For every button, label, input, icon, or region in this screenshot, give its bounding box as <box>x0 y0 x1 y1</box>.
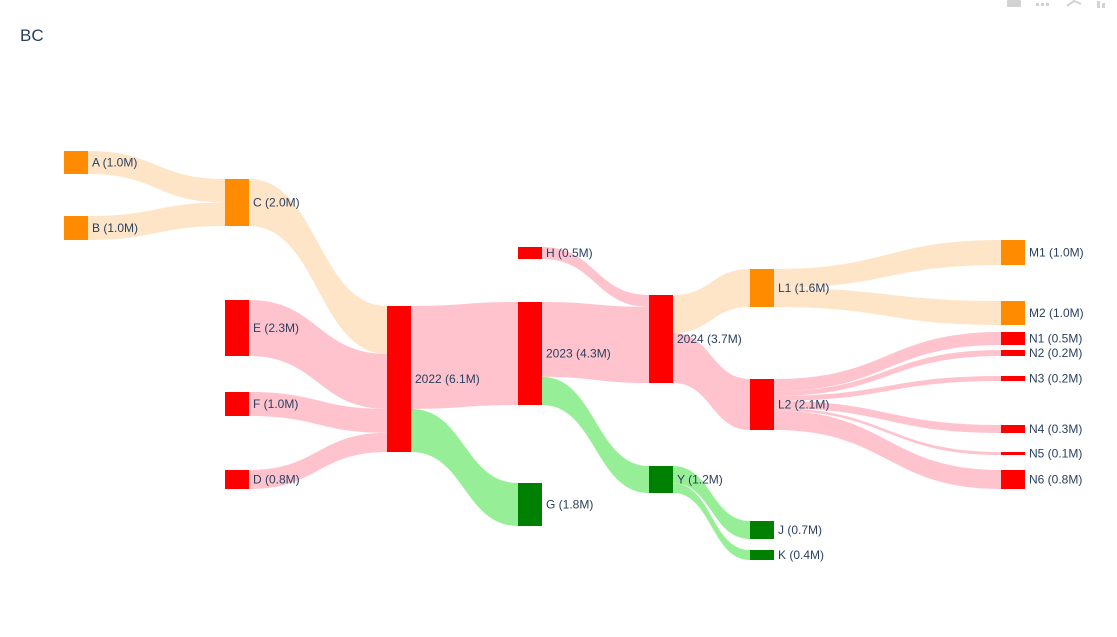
node-N6[interactable] <box>1001 470 1025 489</box>
link-2024-L1[interactable] <box>673 269 750 334</box>
node-N1[interactable] <box>1001 332 1025 345</box>
node-label-K: K (0.4M) <box>778 548 824 562</box>
node-N3[interactable] <box>1001 376 1025 381</box>
node-label-H: H (0.5M) <box>546 246 593 260</box>
labels-layer: A (1.0M) B (1.0M) C (2.0M) E (2.3M) F (1.0M)… <box>92 156 1084 563</box>
link-C-2022[interactable] <box>249 179 387 354</box>
link-L1-M2[interactable] <box>774 288 1001 325</box>
modebar <box>1005 0 1113 8</box>
link-L2-N5[interactable] <box>774 408 1001 455</box>
compare-icon[interactable] <box>1065 0 1083 8</box>
node-label-M1: M1 (1.0M) <box>1029 246 1084 260</box>
zoom-icon[interactable] <box>1035 0 1053 8</box>
link-L2-N4[interactable] <box>774 400 1001 433</box>
node-K[interactable] <box>750 550 774 560</box>
node-label-A: A (1.0M) <box>92 156 137 170</box>
node-D[interactable] <box>225 470 249 489</box>
link-F-2022[interactable] <box>249 392 387 433</box>
node-E[interactable] <box>225 300 249 356</box>
node-label-M2: M2 (1.0M) <box>1029 306 1084 320</box>
node-N5[interactable] <box>1001 452 1025 455</box>
link-B-C[interactable] <box>88 202 225 241</box>
node-label-D: D (0.8M) <box>253 473 300 487</box>
camera-icon[interactable] <box>1005 0 1023 8</box>
node-M1[interactable] <box>1001 240 1025 265</box>
node-L2[interactable] <box>750 379 774 430</box>
node-label-2023: 2023 (4.3M) <box>546 347 611 361</box>
node-label-N6: N6 (0.8M) <box>1029 473 1082 487</box>
node-N2[interactable] <box>1001 350 1025 356</box>
node-label-C: C (2.0M) <box>253 196 300 210</box>
link-2023-Y[interactable] <box>542 376 649 493</box>
link-2022-2023[interactable] <box>411 302 518 409</box>
node-N4[interactable] <box>1001 425 1025 433</box>
node-C[interactable] <box>225 179 249 226</box>
node-label-N3: N3 (0.2M) <box>1029 372 1082 386</box>
node-label-F: F (1.0M) <box>253 397 298 411</box>
node-L1[interactable] <box>750 269 774 307</box>
link-L2-N6[interactable] <box>774 410 1001 489</box>
chart-title: BC <box>20 26 44 45</box>
link-Y-K[interactable] <box>673 483 750 560</box>
link-A-C[interactable] <box>88 151 225 203</box>
nodes-layer <box>64 151 1025 560</box>
link-2023-2024[interactable] <box>542 302 649 383</box>
node-label-N2: N2 (0.2M) <box>1029 346 1082 360</box>
link-H-2024[interactable] <box>542 247 649 307</box>
link-E-2022[interactable] <box>249 300 387 409</box>
node-label-2024: 2024 (3.7M) <box>677 332 742 346</box>
links-layer <box>88 151 1001 560</box>
node-label-N1: N1 (0.5M) <box>1029 332 1082 346</box>
link-L2-N2[interactable] <box>774 350 1001 396</box>
node-F[interactable] <box>225 392 249 416</box>
node-G[interactable] <box>518 483 542 526</box>
node-label-L2: L2 (2.1M) <box>778 398 829 412</box>
node-label-N5: N5 (0.1M) <box>1029 447 1082 461</box>
node-label-2022: 2022 (6.1M) <box>415 372 480 386</box>
bar-chart-icon[interactable] <box>1095 0 1113 8</box>
link-Y-J[interactable] <box>673 466 750 539</box>
node-label-E: E (2.3M) <box>253 321 299 335</box>
node-label-L1: L1 (1.6M) <box>778 281 829 295</box>
node-label-G: G (1.8M) <box>546 498 593 512</box>
node-label-J: J (0.7M) <box>778 523 822 537</box>
node-M2[interactable] <box>1001 301 1025 325</box>
node-label-N4: N4 (0.3M) <box>1029 422 1082 436</box>
node-H[interactable] <box>518 247 542 259</box>
link-L2-N3[interactable] <box>774 376 1001 401</box>
node-2024[interactable] <box>649 295 673 383</box>
node-label-B: B (1.0M) <box>92 221 138 235</box>
link-2022-G[interactable] <box>411 408 518 526</box>
link-L2-N1[interactable] <box>774 332 1001 392</box>
node-J[interactable] <box>750 521 774 539</box>
node-2023[interactable] <box>518 302 542 405</box>
node-label-Y: Y (1.2M) <box>677 473 723 487</box>
node-A[interactable] <box>64 151 88 174</box>
link-2024-L2[interactable] <box>673 333 750 430</box>
node-B[interactable] <box>64 216 88 240</box>
link-D-2022[interactable] <box>249 432 387 489</box>
node-2022[interactable] <box>387 306 411 452</box>
node-Y[interactable] <box>649 466 673 493</box>
link-L1-M1[interactable] <box>774 240 1001 288</box>
